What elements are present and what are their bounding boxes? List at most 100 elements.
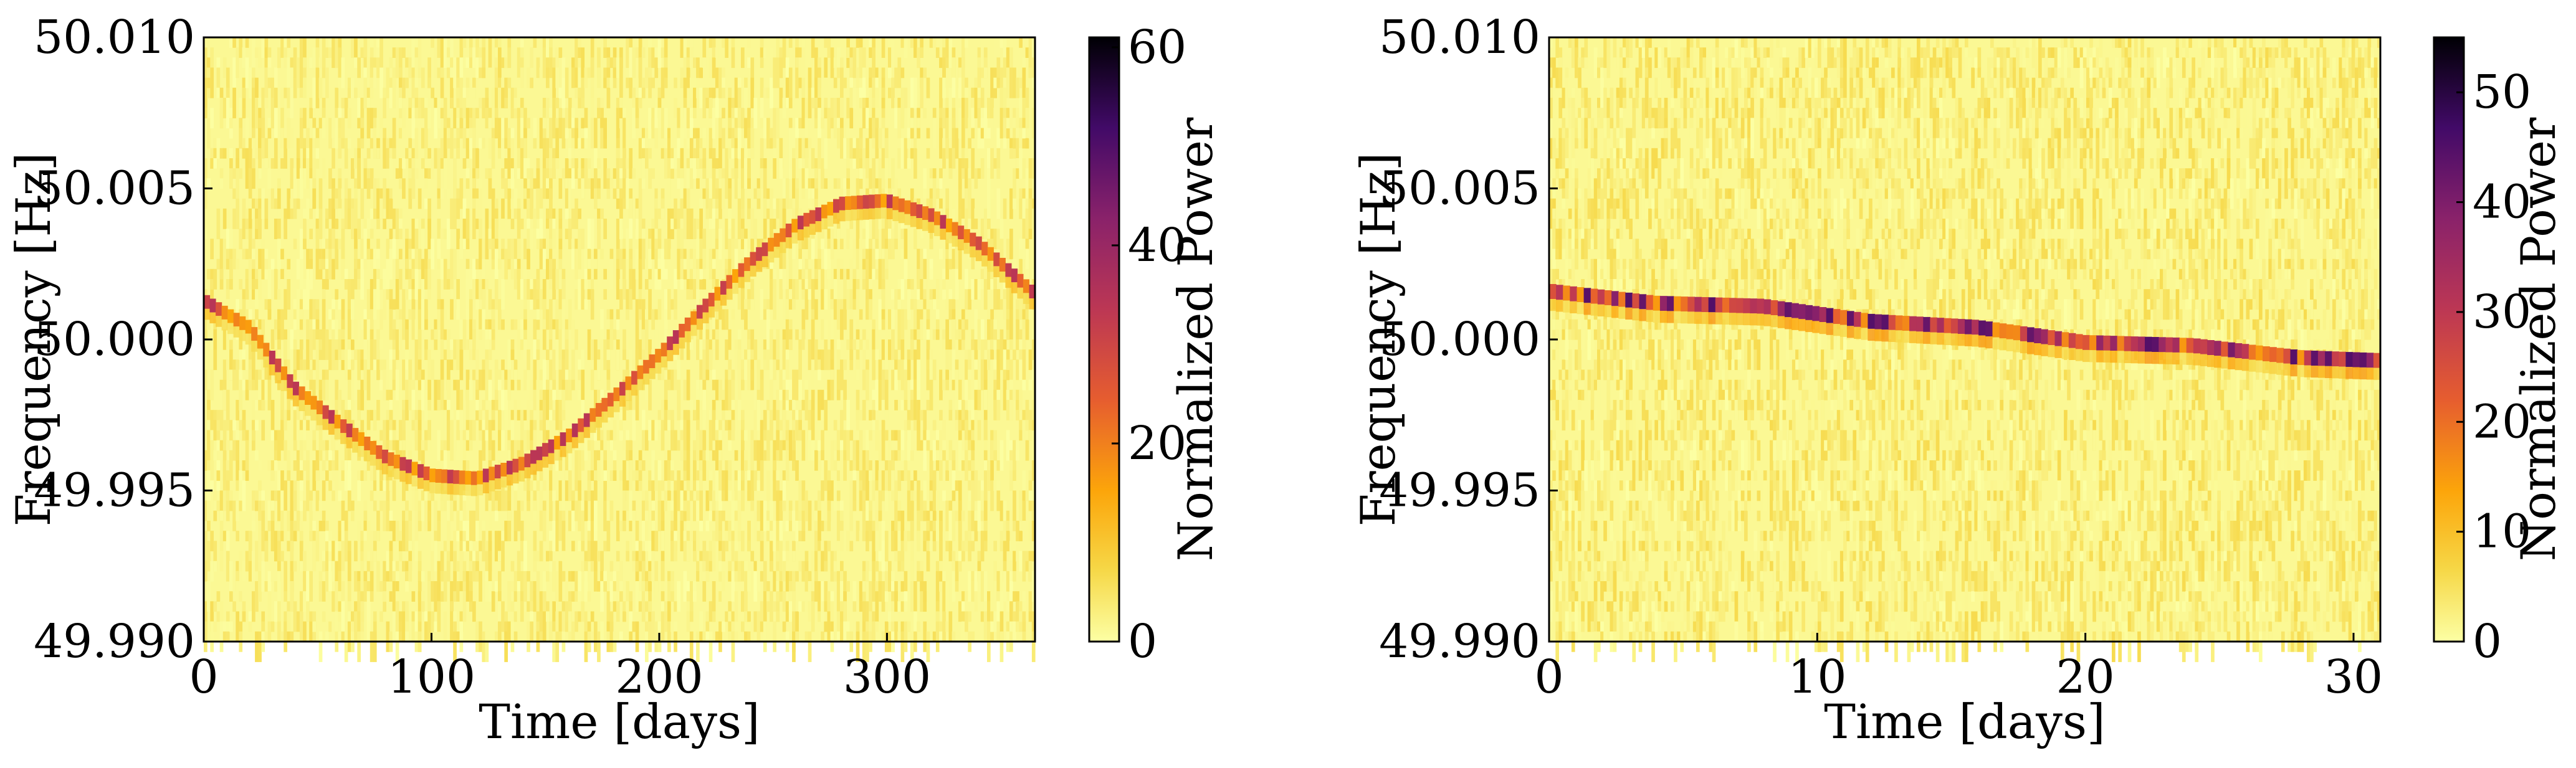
heatmap-noise-cell — [808, 87, 812, 118]
heatmap-noise-cell — [306, 268, 310, 300]
heatmap-noise-cell — [328, 198, 332, 219]
heatmap-noise-cell — [712, 168, 716, 199]
heatmap-noise-cell — [370, 410, 374, 420]
heatmap-noise-cell — [303, 420, 307, 451]
heatmap-noise-cell — [389, 198, 393, 219]
heatmap-noise-cell — [792, 591, 796, 622]
heatmap-noise-cell — [549, 57, 553, 78]
heatmap-noise-cell — [459, 37, 464, 69]
heatmap-noise-cell — [881, 581, 885, 612]
heatmap-noise-cell — [744, 571, 748, 592]
heatmap-noise-cell — [696, 339, 700, 360]
heatmap-noise-cell — [296, 460, 300, 481]
heatmap-noise-cell — [434, 47, 438, 78]
heatmap-noise-cell — [517, 118, 521, 149]
heatmap-noise-cell — [597, 420, 601, 441]
heatmap-noise-cell — [517, 581, 521, 592]
heatmap-noise-cell — [555, 67, 560, 88]
heatmap-noise-cell — [354, 319, 358, 340]
heatmap-noise-cell — [852, 500, 857, 511]
heatmap-noise-cell — [827, 379, 831, 401]
heatmap-noise-cell — [392, 480, 396, 501]
heatmap-noise-cell — [849, 319, 854, 340]
heatmap-noise-cell — [575, 198, 578, 229]
heatmap-noise-cell — [725, 420, 728, 431]
heatmap-noise-cell — [808, 178, 812, 189]
heatmap-noise-cell — [920, 249, 923, 280]
heatmap-noise-cell — [792, 279, 796, 300]
heatmap-noise-cell — [443, 128, 447, 159]
heatmap-noise-cell — [536, 279, 540, 290]
heatmap-noise-cell — [910, 400, 914, 420]
heatmap-noise-cell — [635, 329, 639, 360]
heatmap-noise-cell — [558, 369, 563, 401]
heatmap-noise-cell — [792, 400, 796, 410]
heatmap-noise-cell — [475, 168, 479, 179]
heatmap-noise-cell — [689, 339, 694, 350]
heatmap-noise-cell — [370, 329, 374, 340]
heatmap-noise-cell — [584, 299, 588, 310]
heatmap-noise-cell — [219, 87, 224, 98]
heatmap-noise-cell — [216, 138, 221, 159]
heatmap-noise-cell — [856, 289, 860, 310]
heatmap-noise-cell — [747, 57, 751, 69]
heatmap-noise-cell — [306, 460, 310, 471]
heatmap-noise-cell — [884, 249, 889, 280]
heatmap-noise-cell — [718, 118, 722, 139]
heatmap-noise-cell — [360, 470, 365, 481]
heatmap-noise-cell — [741, 531, 745, 552]
heatmap-noise-cell — [581, 47, 585, 78]
heatmap-noise-cell — [699, 490, 703, 521]
heatmap-noise-cell — [773, 400, 776, 420]
heatmap-noise-cell — [811, 339, 815, 371]
heatmap-noise-cell — [456, 440, 460, 461]
heatmap-noise-cell — [852, 299, 857, 310]
heatmap-noise-cell — [366, 561, 371, 572]
heatmap-noise-cell — [725, 531, 728, 541]
heatmap-noise-cell — [287, 631, 291, 642]
heatmap-noise-cell — [552, 521, 556, 552]
heatmap-noise-cell — [814, 108, 818, 118]
heatmap-noise-cell — [437, 239, 441, 270]
heatmap-noise-cell — [626, 309, 629, 320]
heatmap-noise-cell — [322, 37, 326, 69]
heatmap-noise-cell — [347, 289, 351, 320]
heatmap-noise-cell — [597, 98, 601, 108]
heatmap-noise-cell — [513, 611, 518, 622]
heatmap-noise-cell — [654, 47, 659, 58]
heatmap-noise-cell — [517, 87, 521, 108]
heatmap-noise-cell — [335, 379, 339, 401]
heatmap-noise-cell — [699, 379, 703, 401]
heatmap-noise-cell — [357, 611, 361, 632]
heatmap-noise-cell — [760, 168, 764, 189]
heatmap-noise-cell — [552, 268, 556, 300]
heatmap-noise-cell — [712, 541, 716, 572]
heatmap-noise-cell — [335, 561, 339, 592]
heatmap-noise-cell — [446, 329, 451, 360]
heatmap-noise-cell — [923, 67, 927, 78]
heatmap-noise-cell — [523, 188, 527, 199]
heatmap-noise-cell — [248, 258, 252, 290]
heatmap-noise-cell — [204, 178, 208, 209]
heatmap-noise-cell — [520, 118, 524, 139]
heatmap-noise-cell — [232, 168, 236, 179]
heatmap-noise-cell — [836, 631, 841, 642]
heatmap-noise-cell — [434, 541, 438, 572]
heatmap-noise-cell — [542, 500, 546, 511]
heatmap-noise-cell — [351, 359, 355, 371]
heatmap-noise-cell — [357, 349, 361, 381]
heatmap-noise-cell — [270, 521, 275, 552]
heatmap-noise-cell — [651, 611, 655, 642]
heatmap-noise-cell — [818, 541, 821, 552]
heatmap-noise-cell — [594, 621, 598, 652]
heatmap-noise-cell — [239, 480, 243, 501]
heatmap-noise-cell — [689, 581, 694, 612]
heatmap-noise-cell — [325, 47, 329, 58]
heatmap-noise-cell — [293, 601, 297, 632]
heatmap-noise-cell — [929, 268, 933, 280]
heatmap-noise-cell — [370, 309, 374, 340]
heatmap-noise-cell — [549, 279, 553, 290]
heatmap-noise-cell — [414, 128, 419, 159]
heatmap-noise-cell — [664, 379, 668, 401]
heatmap-noise-cell — [897, 510, 902, 521]
